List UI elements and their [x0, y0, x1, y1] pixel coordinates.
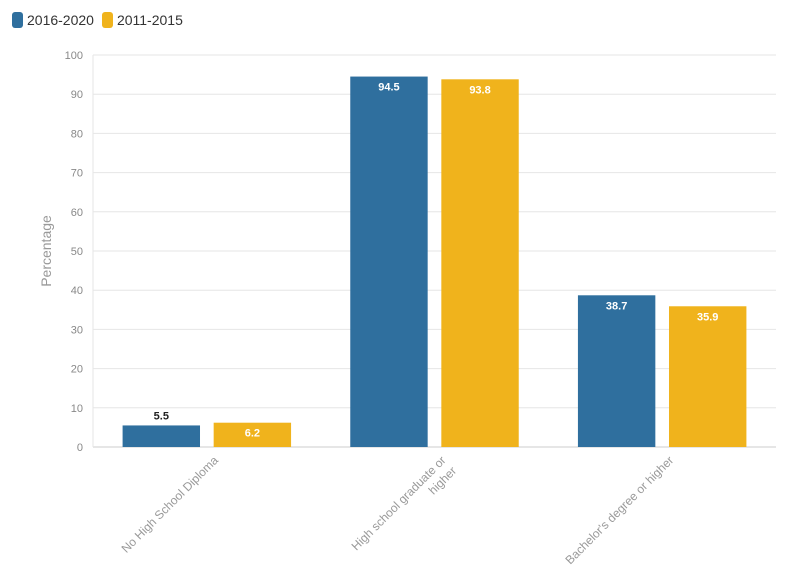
x-tick-label-line: Bachelor's degree or higher [562, 453, 676, 567]
y-tick-label-0: 0 [77, 442, 83, 454]
legend-label-2016-2020: 2016-2020 [27, 12, 94, 28]
data-label-2016-2020-1: 94.5 [378, 82, 399, 94]
legend-label-2011-2015: 2011-2015 [116, 12, 183, 28]
y-tick-label-10: 10 [71, 403, 83, 415]
y-tick-label-70: 70 [71, 168, 83, 180]
x-tick-label-2: Bachelor's degree or higher [562, 453, 676, 567]
data-label-2011-2015-2: 35.9 [697, 311, 718, 323]
y-tick-label-90: 90 [71, 89, 83, 101]
x-tick-label-1: High school graduate orhigher [349, 453, 460, 564]
legend-item-2011-2015[interactable]: 2011-2015 [101, 12, 183, 28]
bar-2016-2020-0[interactable] [122, 425, 201, 447]
bar-2011-2015-2[interactable] [668, 306, 747, 447]
y-tick-label-50: 50 [71, 246, 83, 258]
y-axis-title: Percentage [38, 215, 54, 287]
y-tick-label-20: 20 [71, 364, 83, 376]
y-tick-label-30: 30 [71, 324, 83, 336]
data-label-2016-2020-0: 5.5 [154, 410, 169, 422]
bar-2011-2015-0[interactable] [213, 422, 292, 447]
x-tick-label-line: No High School Diploma [119, 453, 222, 556]
x-tick-label-0: No High School Diploma [119, 453, 222, 556]
bar-2016-2020-2[interactable] [577, 295, 656, 447]
data-label-2011-2015-0: 6.2 [245, 428, 260, 440]
legend-swatch-2011-2015 [101, 12, 113, 28]
data-label-2011-2015-1: 93.8 [469, 84, 490, 96]
y-tick-label-80: 80 [71, 128, 83, 140]
y-tick-label-100: 100 [65, 50, 83, 62]
y-tick-label-40: 40 [71, 285, 83, 297]
data-label-2016-2020-2: 38.7 [606, 300, 627, 312]
legend: 2016-2020 2011-2015 [12, 12, 183, 28]
y-tick-label-60: 60 [71, 207, 83, 219]
bar-2016-2020-1[interactable] [350, 76, 428, 447]
x-tick-label-line: High school graduate or [349, 453, 449, 553]
legend-item-2016-2020[interactable]: 2016-2020 [12, 12, 94, 28]
legend-swatch-2016-2020 [12, 12, 23, 28]
bar-2011-2015-1[interactable] [441, 79, 519, 447]
